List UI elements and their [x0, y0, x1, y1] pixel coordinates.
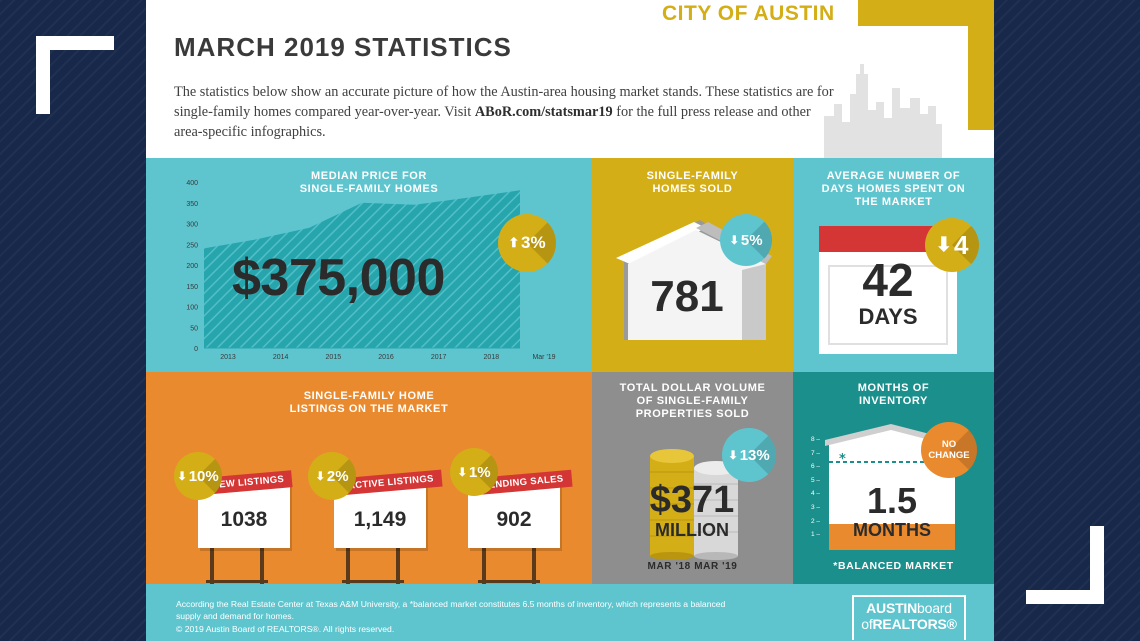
y-tick-label: 150	[186, 284, 198, 291]
y-tick-label: 300	[186, 222, 198, 229]
balanced-market-note: *BALANCED MARKET	[833, 560, 954, 572]
inventory-scale-tick: 4 –	[811, 490, 821, 498]
inventory-value: 1.5	[866, 480, 918, 521]
homes-sold-value: 781	[650, 272, 724, 321]
frame-bracket-bottom-right-icon	[1026, 590, 1104, 604]
inventory-scale-tick: 7 –	[811, 449, 821, 457]
sign-value-new-listings: 1038	[220, 508, 268, 531]
inventory-title: MONTHS OF INVENTORY	[857, 382, 930, 407]
dollar-volume-title: TOTAL DOLLAR VOLUME OF SINGLE-FAMILY PROPE…	[619, 382, 766, 420]
down-arrow-icon: ⬇	[729, 234, 739, 247]
up-arrow-icon: ⬆	[508, 235, 520, 250]
days-change-badge: ⬇ 4	[925, 218, 979, 272]
down-arrow-icon: ⬇	[935, 234, 952, 256]
copyright: © 2019 Austin Board of REALTORS®. All ri…	[176, 624, 395, 634]
frame-bracket-top-left-vertical	[36, 36, 50, 114]
median-price-title: MEDIAN PRICE FOR SINGLE-FAMILY HOMES	[299, 170, 439, 195]
infographic: CITY OF AUSTIN MARCH 2019 STATISTICS The…	[146, 0, 994, 641]
dollar-volume-panel: TOTAL DOLLAR VOLUME OF SINGLE-FAMILY PROPE…	[592, 372, 793, 584]
inventory-scale-tick: 1 –	[811, 531, 821, 539]
inventory-panel: MONTHS OF INVENTORY 8 – 7 – 6 – 5 – 4 – 3 – 2 –…	[793, 372, 994, 584]
listings-panel: SINGLE-FAMILY HOME LISTINGS ON THE MARKET…	[146, 372, 592, 584]
new-listings-change-badge: ⬇ 10%	[174, 452, 222, 500]
y-tick-label: 350	[186, 201, 198, 208]
y-tick-label: 0	[194, 346, 198, 353]
days-on-market-title: AVERAGE NUMBER OF DAYS HOMES SPENT ON THE …	[821, 170, 966, 208]
x-tick-label: 2013	[220, 354, 236, 361]
dollar-volume-periods: MAR '18 MAR '19	[647, 561, 738, 572]
balanced-marker: *	[839, 452, 846, 467]
inventory-change-badge: NO CHANGE	[921, 422, 977, 478]
austin-board-of-realtors-logo[interactable]: AUSTINboard ofREALTORS®	[852, 595, 966, 640]
down-arrow-icon: ⬇	[728, 449, 738, 462]
sign-value-active-listings: 1,149	[353, 508, 407, 531]
footnote: According the Real Estate Center at Texa…	[176, 599, 726, 621]
frame-bracket-top-left-icon	[36, 36, 114, 50]
listings-title: SINGLE-FAMILY HOME LISTINGS ON THE MARKET	[289, 390, 449, 415]
homes-sold-change-indicator: ⬇ 5%	[720, 214, 772, 266]
city-label: CITY OF AUSTIN	[662, 2, 835, 25]
x-tick-label: 2018	[484, 354, 500, 361]
x-tick-label: 2017	[431, 354, 447, 361]
dollar-volume-change-badge: ⬇ 13%	[722, 428, 776, 482]
inventory-scale-tick: 8 –	[811, 436, 821, 443]
down-arrow-icon: ⬇	[177, 470, 187, 483]
median-price-chart: 0 50 100 150 200 250 300 350 400 2013 2014 2015 2016…	[186, 180, 555, 361]
skyline-icon	[824, 64, 942, 158]
y-tick-label: 100	[186, 305, 198, 312]
press-release-link[interactable]: ABoR.com/statsmar19	[474, 104, 613, 120]
for-sale-sign-icon: ACTIVE LISTINGS 1,149	[334, 469, 443, 548]
homes-sold-panel: SINGLE-FAMILY HOMES SOLD 781	[592, 158, 793, 372]
inventory-scale-tick: 6 –	[811, 463, 821, 471]
y-tick-label: 250	[186, 242, 198, 249]
intro-text: The statistics below show an accurate pi…	[174, 84, 834, 140]
sign-value-pending-sales: 902	[496, 508, 532, 531]
dollar-volume-value: $371	[649, 479, 735, 521]
median-price-panel: MEDIAN PRICE FOR SINGLE-FAMILY HOMES 0 50 1…	[146, 158, 592, 372]
x-tick-label: 2016	[378, 354, 394, 361]
inventory-scale-tick: 5 –	[811, 476, 821, 484]
frame-bracket-bottom-right-vertical	[1090, 526, 1104, 604]
median-price-change-badge: ⬆ 3%	[498, 214, 556, 272]
y-tick-label: 200	[186, 263, 198, 270]
x-tick-label: Mar '19	[532, 354, 555, 361]
active-listings-change-badge: ⬇ 2%	[308, 452, 356, 500]
x-tick-label: 2014	[273, 354, 289, 361]
pending-sales-change-badge: ⬇ 1%	[450, 448, 498, 496]
header: CITY OF AUSTIN MARCH 2019 STATISTICS The…	[146, 0, 994, 158]
y-tick-label: 50	[190, 325, 198, 332]
inventory-scale-tick: 2 –	[811, 517, 821, 525]
homes-sold-title: SINGLE-FAMILY HOMES SOLD	[646, 170, 739, 195]
inventory-unit: MONTHS	[853, 520, 931, 540]
footer: According the Real Estate Center at Texa…	[146, 584, 994, 641]
x-tick-label: 2015	[326, 354, 342, 361]
chart-area-series	[204, 190, 520, 348]
median-price-value: $375,000	[232, 249, 445, 307]
days-value: 42	[862, 254, 914, 306]
dollar-volume-unit: MILLION	[655, 520, 729, 540]
down-arrow-icon: ⬇	[457, 466, 467, 479]
inventory-scale: 8 – 7 – 6 – 5 – 4 – 3 – 2 – 1 –	[811, 436, 823, 548]
y-tick-label: 400	[186, 180, 198, 187]
down-arrow-icon: ⬇	[315, 470, 325, 483]
days-on-market-panel: AVERAGE NUMBER OF DAYS HOMES SPENT ON THE …	[793, 158, 994, 372]
inventory-scale-tick: 3 –	[811, 504, 821, 511]
days-unit: DAYS	[858, 304, 918, 329]
page-title: MARCH 2019 STATISTICS	[174, 32, 512, 62]
